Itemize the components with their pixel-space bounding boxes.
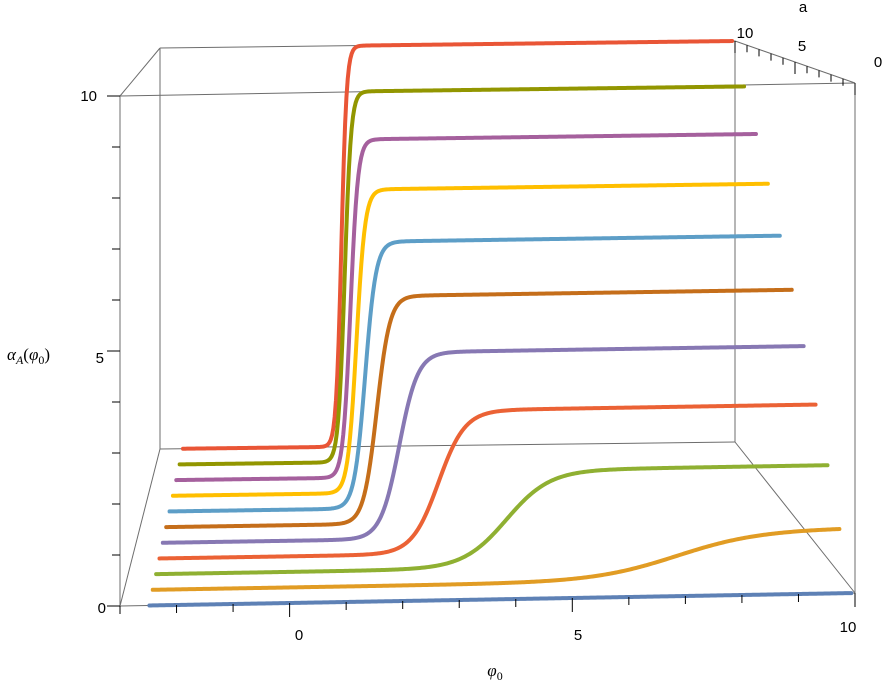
series-line-a-3: [157, 402, 818, 561]
series-line-a-2: [154, 463, 830, 577]
series-line-a-10: [181, 39, 735, 451]
series-line-a-1: [150, 527, 842, 592]
curves: [147, 39, 854, 608]
series-line-a-9: [177, 84, 747, 467]
x-tick-label-10: 10: [840, 619, 857, 636]
y-tick-label-5: 5: [798, 38, 806, 55]
series-line-a-7: [170, 181, 770, 498]
x-axis-title: φ0: [487, 661, 502, 683]
series-line-a-4: [160, 344, 806, 545]
x-tick-label-5: 5: [574, 627, 582, 644]
series-line-a-8: [174, 132, 758, 483]
box-edge: [119, 47, 161, 97]
x-tick-label-0: 0: [295, 627, 303, 644]
series-line-a-6: [167, 233, 782, 514]
y-axis-title: a: [799, 0, 808, 16]
z-tick-label-5: 5: [96, 350, 104, 367]
series-line-a-0: [147, 591, 854, 608]
box-edge: [119, 448, 161, 607]
axis-ticks: [107, 41, 856, 617]
z-tick-label-0: 0: [98, 600, 106, 617]
z-axis-title: αA(φ0): [7, 345, 50, 367]
series-line-a-5: [164, 287, 794, 530]
axis-labels: 0 5 10 10 5 0 10 5 0 φ0 a αA(φ0): [7, 0, 882, 683]
y-tick-label-10: 10: [737, 25, 754, 42]
y-tick-label-0: 0: [874, 54, 882, 71]
z-tick-label-10: 10: [80, 88, 97, 105]
bounding-box: [119, 40, 856, 607]
